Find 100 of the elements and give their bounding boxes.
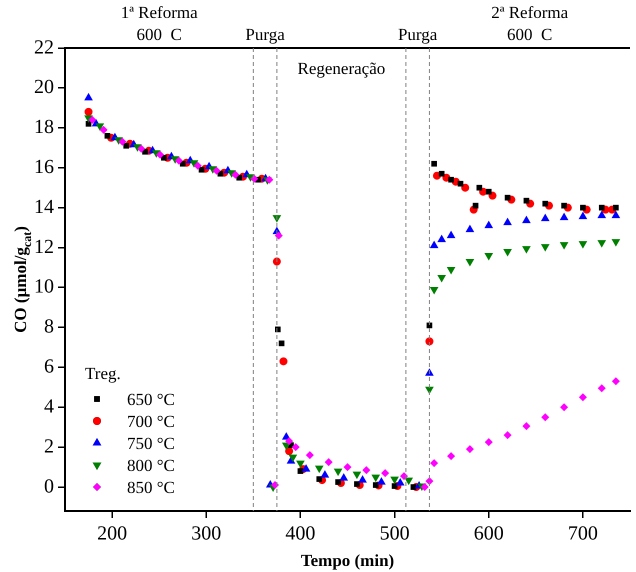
point xyxy=(448,176,454,183)
point xyxy=(541,413,550,422)
point xyxy=(476,184,482,191)
point xyxy=(156,150,164,159)
point xyxy=(437,234,446,242)
point xyxy=(272,258,281,266)
x-tick-label: 600 xyxy=(474,522,504,544)
point xyxy=(212,166,221,175)
point xyxy=(446,230,456,238)
text: 2ª Reforma 600 C xyxy=(491,3,569,44)
point xyxy=(84,108,93,116)
text: Purga xyxy=(398,25,438,44)
point xyxy=(540,244,550,252)
point xyxy=(437,275,446,283)
point xyxy=(612,210,620,218)
point xyxy=(84,92,93,100)
y-tick-label: 10 xyxy=(34,276,54,298)
point xyxy=(285,437,294,446)
point xyxy=(504,194,510,201)
point xyxy=(396,478,405,486)
point xyxy=(561,202,567,208)
point xyxy=(400,472,408,480)
point xyxy=(381,469,390,478)
point xyxy=(371,474,380,482)
point xyxy=(540,214,550,222)
point xyxy=(316,476,322,482)
text: 1ª Reforma 600 C xyxy=(120,3,198,44)
point xyxy=(484,253,494,261)
point xyxy=(296,460,305,468)
y-tick-label: 8 xyxy=(44,316,54,338)
y-axis-title: CO (µmol/gcat) xyxy=(11,226,34,333)
point xyxy=(447,452,456,460)
point xyxy=(560,403,568,412)
point xyxy=(597,240,606,248)
point xyxy=(484,438,493,446)
y-tick-label: 6 xyxy=(44,356,54,378)
point xyxy=(446,267,456,275)
point xyxy=(524,198,530,204)
point xyxy=(198,166,204,173)
x-tick-label: 300 xyxy=(191,522,222,544)
point xyxy=(484,220,494,228)
x-tick-label: 700 xyxy=(568,522,598,544)
text: Purga xyxy=(245,25,286,44)
point xyxy=(279,357,288,366)
point xyxy=(430,240,438,248)
point xyxy=(472,202,478,208)
point xyxy=(334,468,342,476)
y-tick-label: 12 xyxy=(34,236,54,258)
point xyxy=(597,210,606,218)
legend-title: Treg. xyxy=(85,364,121,383)
point xyxy=(270,481,279,490)
point xyxy=(104,132,110,139)
x-axis-title: Tempo (min) xyxy=(300,551,394,570)
point xyxy=(430,459,438,468)
point xyxy=(578,241,588,249)
point xyxy=(372,482,379,488)
point xyxy=(522,246,531,254)
point xyxy=(522,216,531,224)
point xyxy=(578,393,587,402)
point xyxy=(174,156,183,165)
point xyxy=(612,377,620,386)
point xyxy=(438,170,444,177)
point xyxy=(503,218,512,226)
point xyxy=(598,384,606,392)
x-tick-label: 200 xyxy=(97,522,128,544)
point xyxy=(320,470,330,478)
y-tick-label: 2 xyxy=(44,435,54,458)
point xyxy=(392,483,398,489)
legend-label: 800 °C xyxy=(127,456,175,475)
point xyxy=(231,170,240,179)
point xyxy=(580,204,586,210)
point xyxy=(560,242,568,250)
point xyxy=(358,475,367,483)
point xyxy=(578,212,588,220)
point xyxy=(344,463,352,472)
point xyxy=(302,464,310,472)
legend-label: 650 °C xyxy=(127,390,175,409)
point xyxy=(542,200,548,206)
point xyxy=(96,123,104,131)
point xyxy=(137,144,146,153)
x-tick-label: 400 xyxy=(285,522,316,544)
point xyxy=(274,232,283,240)
point xyxy=(426,322,432,328)
y-tick-label: 18 xyxy=(34,116,54,138)
point xyxy=(486,188,492,195)
point xyxy=(339,473,348,481)
point xyxy=(390,476,399,484)
point xyxy=(560,212,568,220)
y-tick-label: 22 xyxy=(34,36,54,58)
point xyxy=(430,286,438,294)
point xyxy=(324,458,333,466)
y-tick-label: 14 xyxy=(34,196,54,218)
point xyxy=(598,204,605,210)
point xyxy=(298,468,304,474)
y-tick-label: 0 xyxy=(44,475,54,498)
point xyxy=(292,443,300,452)
point xyxy=(278,340,284,346)
y-tick-label: 16 xyxy=(34,156,54,178)
point xyxy=(466,224,474,232)
point xyxy=(503,249,512,257)
